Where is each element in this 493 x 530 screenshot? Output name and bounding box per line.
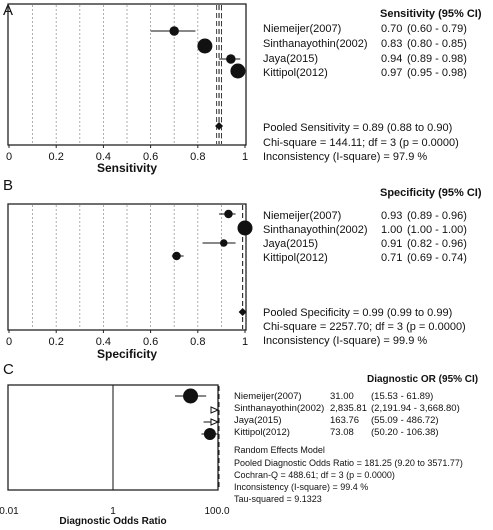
study-name: Sinthanayothin(2002) <box>263 224 368 236</box>
x-axis-label: Sensitivity <box>97 161 157 175</box>
point-estimate <box>230 63 246 79</box>
point-estimate <box>237 220 253 236</box>
study-estimate: 163.76 <box>330 415 359 426</box>
study-estimate: 1.00 <box>381 224 402 236</box>
x-tick-label: 0.6 <box>143 151 158 163</box>
pooled-diamond <box>215 122 224 130</box>
panel-letter: B <box>3 177 13 194</box>
x-tick-label: 1 <box>242 336 248 348</box>
study-ci: (0.82 - 0.96) <box>407 238 467 250</box>
study-name: Jaya(2015) <box>234 415 282 426</box>
offscale-arrow <box>210 418 220 426</box>
study-estimate: 2,835.81 <box>330 403 367 414</box>
study-ci: (0.80 - 0.85) <box>407 38 467 50</box>
study-name: Kittipol(2012) <box>263 67 328 79</box>
study-estimate: 0.91 <box>381 238 402 250</box>
x-tick-label: 0.4 <box>96 336 111 348</box>
point-estimate <box>172 251 181 261</box>
study-name: Niemeijer(2007) <box>263 23 341 35</box>
ci-column-header: Diagnostic OR (95% CI) <box>367 374 478 385</box>
summary-title: Random Effects Model <box>234 445 325 455</box>
study-name: Sinthanayothin(2002) <box>234 403 324 414</box>
study-ci: (0.89 - 0.96) <box>407 210 467 222</box>
summary-line: Inconsistency (I-square) = 99.4 % <box>234 482 368 492</box>
point-estimate <box>203 428 216 440</box>
study-ci: (2,191.94 - 3,668.80) <box>371 403 460 414</box>
study-estimate: 31.00 <box>330 391 354 402</box>
study-name: Jaya(2015) <box>263 238 318 250</box>
summary-line: Chi-square = 144.11; df = 3 (p = 0.0000) <box>263 137 459 149</box>
panel-letter: C <box>3 361 14 378</box>
summary-line: Inconsistency (I-square) = 97.9 % <box>263 151 427 163</box>
x-tick-label: 1 <box>110 506 116 517</box>
x-tick-label: 0.8 <box>190 336 205 348</box>
x-tick-label: 0.4 <box>96 151 111 163</box>
study-name: Kittipol(2012) <box>263 252 328 264</box>
ci-column-header: Specificity (95% CI) <box>380 187 482 199</box>
summary-line: Pooled Diagnostic Odds Ratio = 181.25 (9… <box>234 458 463 468</box>
x-tick-label: 0.2 <box>49 336 64 348</box>
study-name: Niemeijer(2007) <box>263 210 341 222</box>
x-tick-label: 0.2 <box>49 151 64 163</box>
plot-frame <box>7 3 247 146</box>
study-name: Kittipol(2012) <box>234 427 290 438</box>
offscale-arrow <box>210 406 220 414</box>
study-ci: (1.00 - 1.00) <box>407 224 467 236</box>
x-axis-label: Specificity <box>97 347 157 361</box>
study-estimate: 73.08 <box>330 427 354 438</box>
x-tick-label: 0.01 <box>0 506 19 517</box>
point-estimate <box>226 54 236 64</box>
summary-line: Cochran-Q = 488.61; df = 3 (p = 0.0000) <box>234 470 395 480</box>
point-estimate <box>224 209 233 219</box>
study-ci: (0.95 - 0.98) <box>407 67 467 79</box>
study-ci: (55.09 - 486.72) <box>371 415 439 426</box>
plot-frame <box>7 203 247 331</box>
point-estimate <box>169 26 179 36</box>
forest-panel-c: C 0.01 1 100.0 Diagnostic Odds Ratio Diagnost… <box>0 361 478 527</box>
study-estimate: 0.93 <box>381 210 402 222</box>
point-estimate <box>197 38 213 54</box>
x-tick-label: 0.8 <box>190 151 205 163</box>
x-tick-label: 0 <box>6 151 12 163</box>
ci-column-header: Sensitivity (95% CI) <box>380 8 482 20</box>
x-tick-label: 0.6 <box>143 336 158 348</box>
summary-line: Pooled Sensitivity = 0.89 (0.88 to 0.90) <box>263 122 452 134</box>
forest-panel-b: B 0 0.2 0.4 0.6 0.8 1 Specificity Specificity (9… <box>3 177 482 361</box>
x-tick-label: 0 <box>6 336 12 348</box>
x-tick-label: 100.0 <box>204 506 229 517</box>
summary-line: Pooled Specificity = 0.99 (0.99 to 0.99) <box>263 307 452 319</box>
study-ci: (0.60 - 0.79) <box>407 23 467 35</box>
study-estimate: 0.97 <box>381 67 402 79</box>
x-tick-label: 1 <box>242 151 248 163</box>
summary-line: Inconsistency (I-square) = 99.9 % <box>263 335 427 347</box>
study-estimate: 0.71 <box>381 252 402 264</box>
study-estimate: 0.70 <box>381 23 402 35</box>
summary-line: Tau-squared = 9.1323 <box>234 494 322 504</box>
study-ci: (0.89 - 0.98) <box>407 53 467 65</box>
point-estimate <box>220 239 228 247</box>
study-ci: (15.53 - 61.89) <box>371 391 433 402</box>
study-ci: (0.69 - 0.74) <box>407 252 467 264</box>
study-name: Sinthanayothin(2002) <box>263 38 368 50</box>
study-name: Jaya(2015) <box>263 53 318 65</box>
x-axis-label: Diagnostic Odds Ratio <box>59 516 166 527</box>
study-estimate: 0.94 <box>381 53 402 65</box>
pooled-diamond <box>238 308 247 316</box>
point-estimate <box>183 388 199 404</box>
study-estimate: 0.83 <box>381 38 402 50</box>
study-ci: (50.20 - 106.38) <box>371 427 439 438</box>
summary-line: Chi-square = 2257.70; df = 3 (p = 0.0000… <box>263 321 466 333</box>
study-name: Niemeijer(2007) <box>234 391 302 402</box>
